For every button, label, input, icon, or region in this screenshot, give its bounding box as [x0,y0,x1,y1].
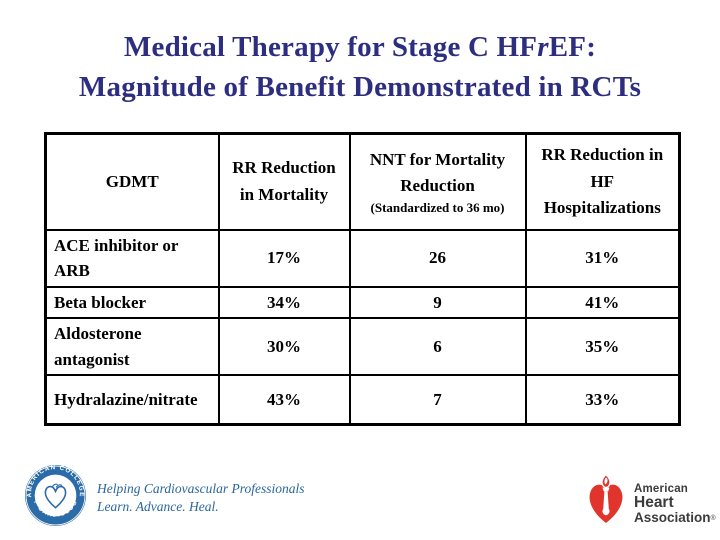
aha-line-association: Association® [634,511,716,526]
table-row: Hydralazine/nitrate 43% 7 33% [44,374,681,425]
aha-association-text: Association [634,510,711,525]
title-line-1-post: EF: [548,31,597,63]
cell-rr-hf-hosp: 35% [524,317,681,376]
aha-line-heart: Heart [634,494,674,511]
cell-nnt: 26 [348,228,527,288]
header-nnt-main: NNT for Mortality Reduction [369,149,506,196]
cell-rr-mortality: 30% [217,317,351,376]
cell-rr-hf-hosp: 31% [524,228,681,288]
cell-rr-mortality: 43% [217,374,351,425]
table-header-row: GDMT RR Reduction in Mortality NNT for M… [44,132,681,231]
acc-tagline-line2: Learn. Advance. Heal. [97,498,219,514]
table-row: Beta blocker 34% 9 41% [44,285,681,319]
aha-wordmark: American Heart Association® [634,483,716,526]
title-line-1-italic-r: r [537,31,549,63]
header-gdmt: GDMT [44,132,220,231]
cell-rr-hf-hosp: 33% [524,374,681,425]
page-title: Medical Therapy for Stage C HFrEF: Magni… [0,27,720,107]
title-line-1: Medical Therapy for Stage C HFrEF: [0,27,720,67]
gdmt-benefit-table: GDMT RR Reduction in Mortality NNT for M… [44,132,681,426]
cell-nnt: 6 [348,317,527,376]
cell-gdmt-aldosterone: Aldosterone antagonist [44,317,220,376]
cell-nnt: 9 [348,285,527,319]
table-row: ACE inhibitor or ARB 17% 26 31% [44,228,681,288]
cell-nnt: 7 [348,374,527,425]
acc-heart-vessel [51,483,63,488]
title-line-1-pre: Medical Therapy for Stage C HF [123,31,538,63]
acc-heart-glyph [44,485,67,509]
cell-rr-hf-hosp: 41% [524,285,681,319]
table-row: Aldosterone antagonist 30% 6 35% [44,317,681,376]
header-nnt-subnote: (Standardized to 36 mo) [370,200,505,216]
cell-gdmt-beta-blocker: Beta blocker [44,285,220,319]
cell-gdmt-ace-arb: ACE inhibitor or ARB [44,228,220,288]
header-nnt-mortality: NNT for Mortality Reduction (Standardize… [348,132,527,231]
acc-tagline: Helping Cardiovascular Professionals Lea… [97,480,305,515]
aha-registered-mark: ® [710,515,716,522]
aha-heart-icon [589,473,623,523]
acc-seal-icon: AMERICAN COLLEGE OF CARDIOLOGY [23,463,86,526]
title-line-2: Magnitude of Benefit Demonstrated in RCT… [78,71,642,103]
aha-line-american: American [634,483,689,495]
cell-rr-mortality: 34% [217,285,351,319]
header-rr-reduction-hf-hosp: RR Reduction in HF Hospitalizations [524,132,681,231]
acc-tagline-line1: Helping Cardiovascular Professionals [97,481,305,496]
cell-gdmt-hydralazine: Hydralazine/nitrate [44,374,220,425]
header-rr-reduction-mortality: RR Reduction in Mortality [217,132,351,231]
cell-rr-mortality: 17% [217,228,351,288]
